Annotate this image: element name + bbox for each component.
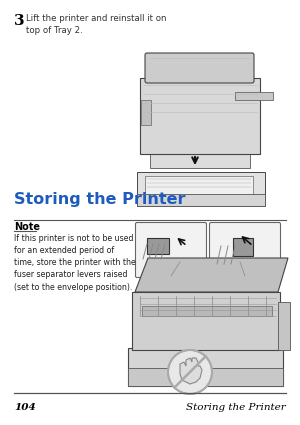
- FancyBboxPatch shape: [235, 92, 273, 100]
- Polygon shape: [135, 258, 288, 292]
- FancyBboxPatch shape: [278, 302, 290, 350]
- Polygon shape: [180, 358, 202, 384]
- FancyBboxPatch shape: [233, 238, 253, 256]
- FancyBboxPatch shape: [147, 238, 169, 254]
- FancyBboxPatch shape: [209, 223, 280, 278]
- FancyBboxPatch shape: [137, 172, 265, 206]
- Circle shape: [168, 350, 212, 394]
- FancyBboxPatch shape: [145, 176, 253, 198]
- FancyBboxPatch shape: [137, 194, 265, 206]
- FancyBboxPatch shape: [142, 306, 272, 316]
- FancyBboxPatch shape: [150, 154, 250, 168]
- FancyBboxPatch shape: [128, 368, 283, 386]
- Text: Storing the Printer: Storing the Printer: [14, 192, 185, 207]
- FancyBboxPatch shape: [128, 348, 283, 386]
- Text: 104: 104: [14, 403, 36, 412]
- Text: 3: 3: [14, 14, 25, 28]
- FancyBboxPatch shape: [132, 292, 280, 350]
- FancyBboxPatch shape: [136, 223, 206, 278]
- FancyBboxPatch shape: [141, 100, 151, 125]
- Text: If this printer is not to be used
for an extended period of
time, store the prin: If this printer is not to be used for an…: [14, 234, 136, 292]
- Text: Lift the printer and reinstall it on
top of Tray 2.: Lift the printer and reinstall it on top…: [26, 14, 167, 35]
- FancyBboxPatch shape: [145, 53, 254, 83]
- Text: Storing the Printer: Storing the Printer: [186, 403, 286, 412]
- Text: Note: Note: [14, 222, 40, 232]
- FancyBboxPatch shape: [140, 78, 260, 154]
